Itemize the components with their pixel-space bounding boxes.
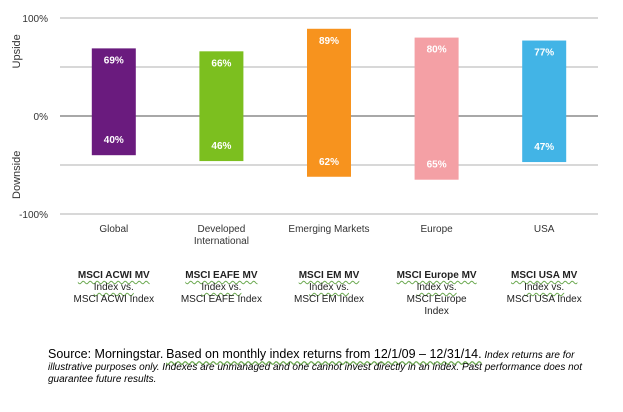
index-name: MSCI Europe MV <box>396 270 477 281</box>
category-label: Global <box>99 224 128 235</box>
index-comparison-label: MSCI EAFE MV Index vs. MSCI EAFE Index <box>161 270 281 306</box>
y-axis-label-upside: Upside <box>11 34 23 68</box>
capture-ratio-chart: 69% 40% 66% 46% 89% 62% 80% 65% 77% 47% 100% 0% -10… <box>11 14 598 247</box>
upside-value-label: 89% <box>319 36 339 47</box>
index-vs: Index vs. <box>308 282 350 293</box>
category-label: USA <box>534 224 555 235</box>
y-tick-label: 0% <box>34 112 49 123</box>
source-text: Source: Morningstar. <box>48 347 164 361</box>
downside-value-label: 62% <box>319 157 339 168</box>
basis-text: Based on monthly index returns from 12/1… <box>166 347 482 361</box>
benchmark-name: MSCI Europe <box>406 294 467 305</box>
y-tick-label: 100% <box>22 14 48 25</box>
bar-developed-international <box>199 51 244 162</box>
bar-europe <box>414 37 459 180</box>
y-axis-label-downside: Downside <box>11 151 23 199</box>
index-name: MSCI EAFE MV <box>185 270 258 281</box>
upside-value-label: 80% <box>427 45 447 56</box>
upside-value-label: 77% <box>534 48 554 59</box>
benchmark-name: Index <box>424 306 449 317</box>
value-labels: 69% 40% 66% 46% 89% 62% 80% 65% 77% 47% <box>104 36 555 171</box>
upside-value-label: 66% <box>211 58 231 69</box>
index-comparison-label: MSCI EM MV Index vs. MSCI EM Index <box>269 270 389 306</box>
bars <box>91 28 567 180</box>
index-vs: Index vs. <box>93 282 134 293</box>
downside-value-label: 65% <box>427 160 447 171</box>
y-tick-labels: 100% 0% -100% <box>19 14 48 221</box>
bar-usa <box>522 40 567 163</box>
downside-value-label: 46% <box>211 141 231 152</box>
benchmark-name: MSCI EM Index <box>293 294 365 305</box>
index-comparison-label: MSCI USA MV Index vs. MSCI USA Index <box>484 270 604 306</box>
disclaimer-text: Index returns are for illustrative purpo… <box>48 350 583 385</box>
benchmark-name: MSCI USA Index <box>506 294 582 305</box>
index-name: MSCI EM MV <box>298 270 360 281</box>
index-comparison-label: MSCI ACWI MV Index vs. MSCI ACWI Index <box>54 270 174 306</box>
y-tick-label: -100% <box>19 210 48 221</box>
category-label: Developed <box>197 224 245 235</box>
downside-value-label: 47% <box>534 142 554 153</box>
footnote: Source: Morningstar. Based on monthly in… <box>48 348 608 386</box>
category-label: Emerging Markets <box>288 224 369 235</box>
index-comparison-label: MSCI Europe MV Index vs. MSCI Europe Index <box>377 270 497 318</box>
index-vs: Index vs. <box>201 282 242 293</box>
index-name: MSCI ACWI MV <box>77 270 150 281</box>
index-vs: Index vs. <box>524 282 565 293</box>
index-name: MSCI USA MV <box>511 270 578 281</box>
category-label: Europe <box>420 224 453 235</box>
bar-emerging-markets <box>307 28 351 177</box>
benchmark-name: MSCI ACWI Index <box>73 294 155 305</box>
category-label: International <box>194 236 249 247</box>
downside-value-label: 40% <box>104 135 124 146</box>
bar-global <box>91 48 136 156</box>
index-vs: Index vs. <box>416 282 457 293</box>
upside-value-label: 69% <box>104 55 124 66</box>
benchmark-name: MSCI EAFE Index <box>180 294 262 305</box>
